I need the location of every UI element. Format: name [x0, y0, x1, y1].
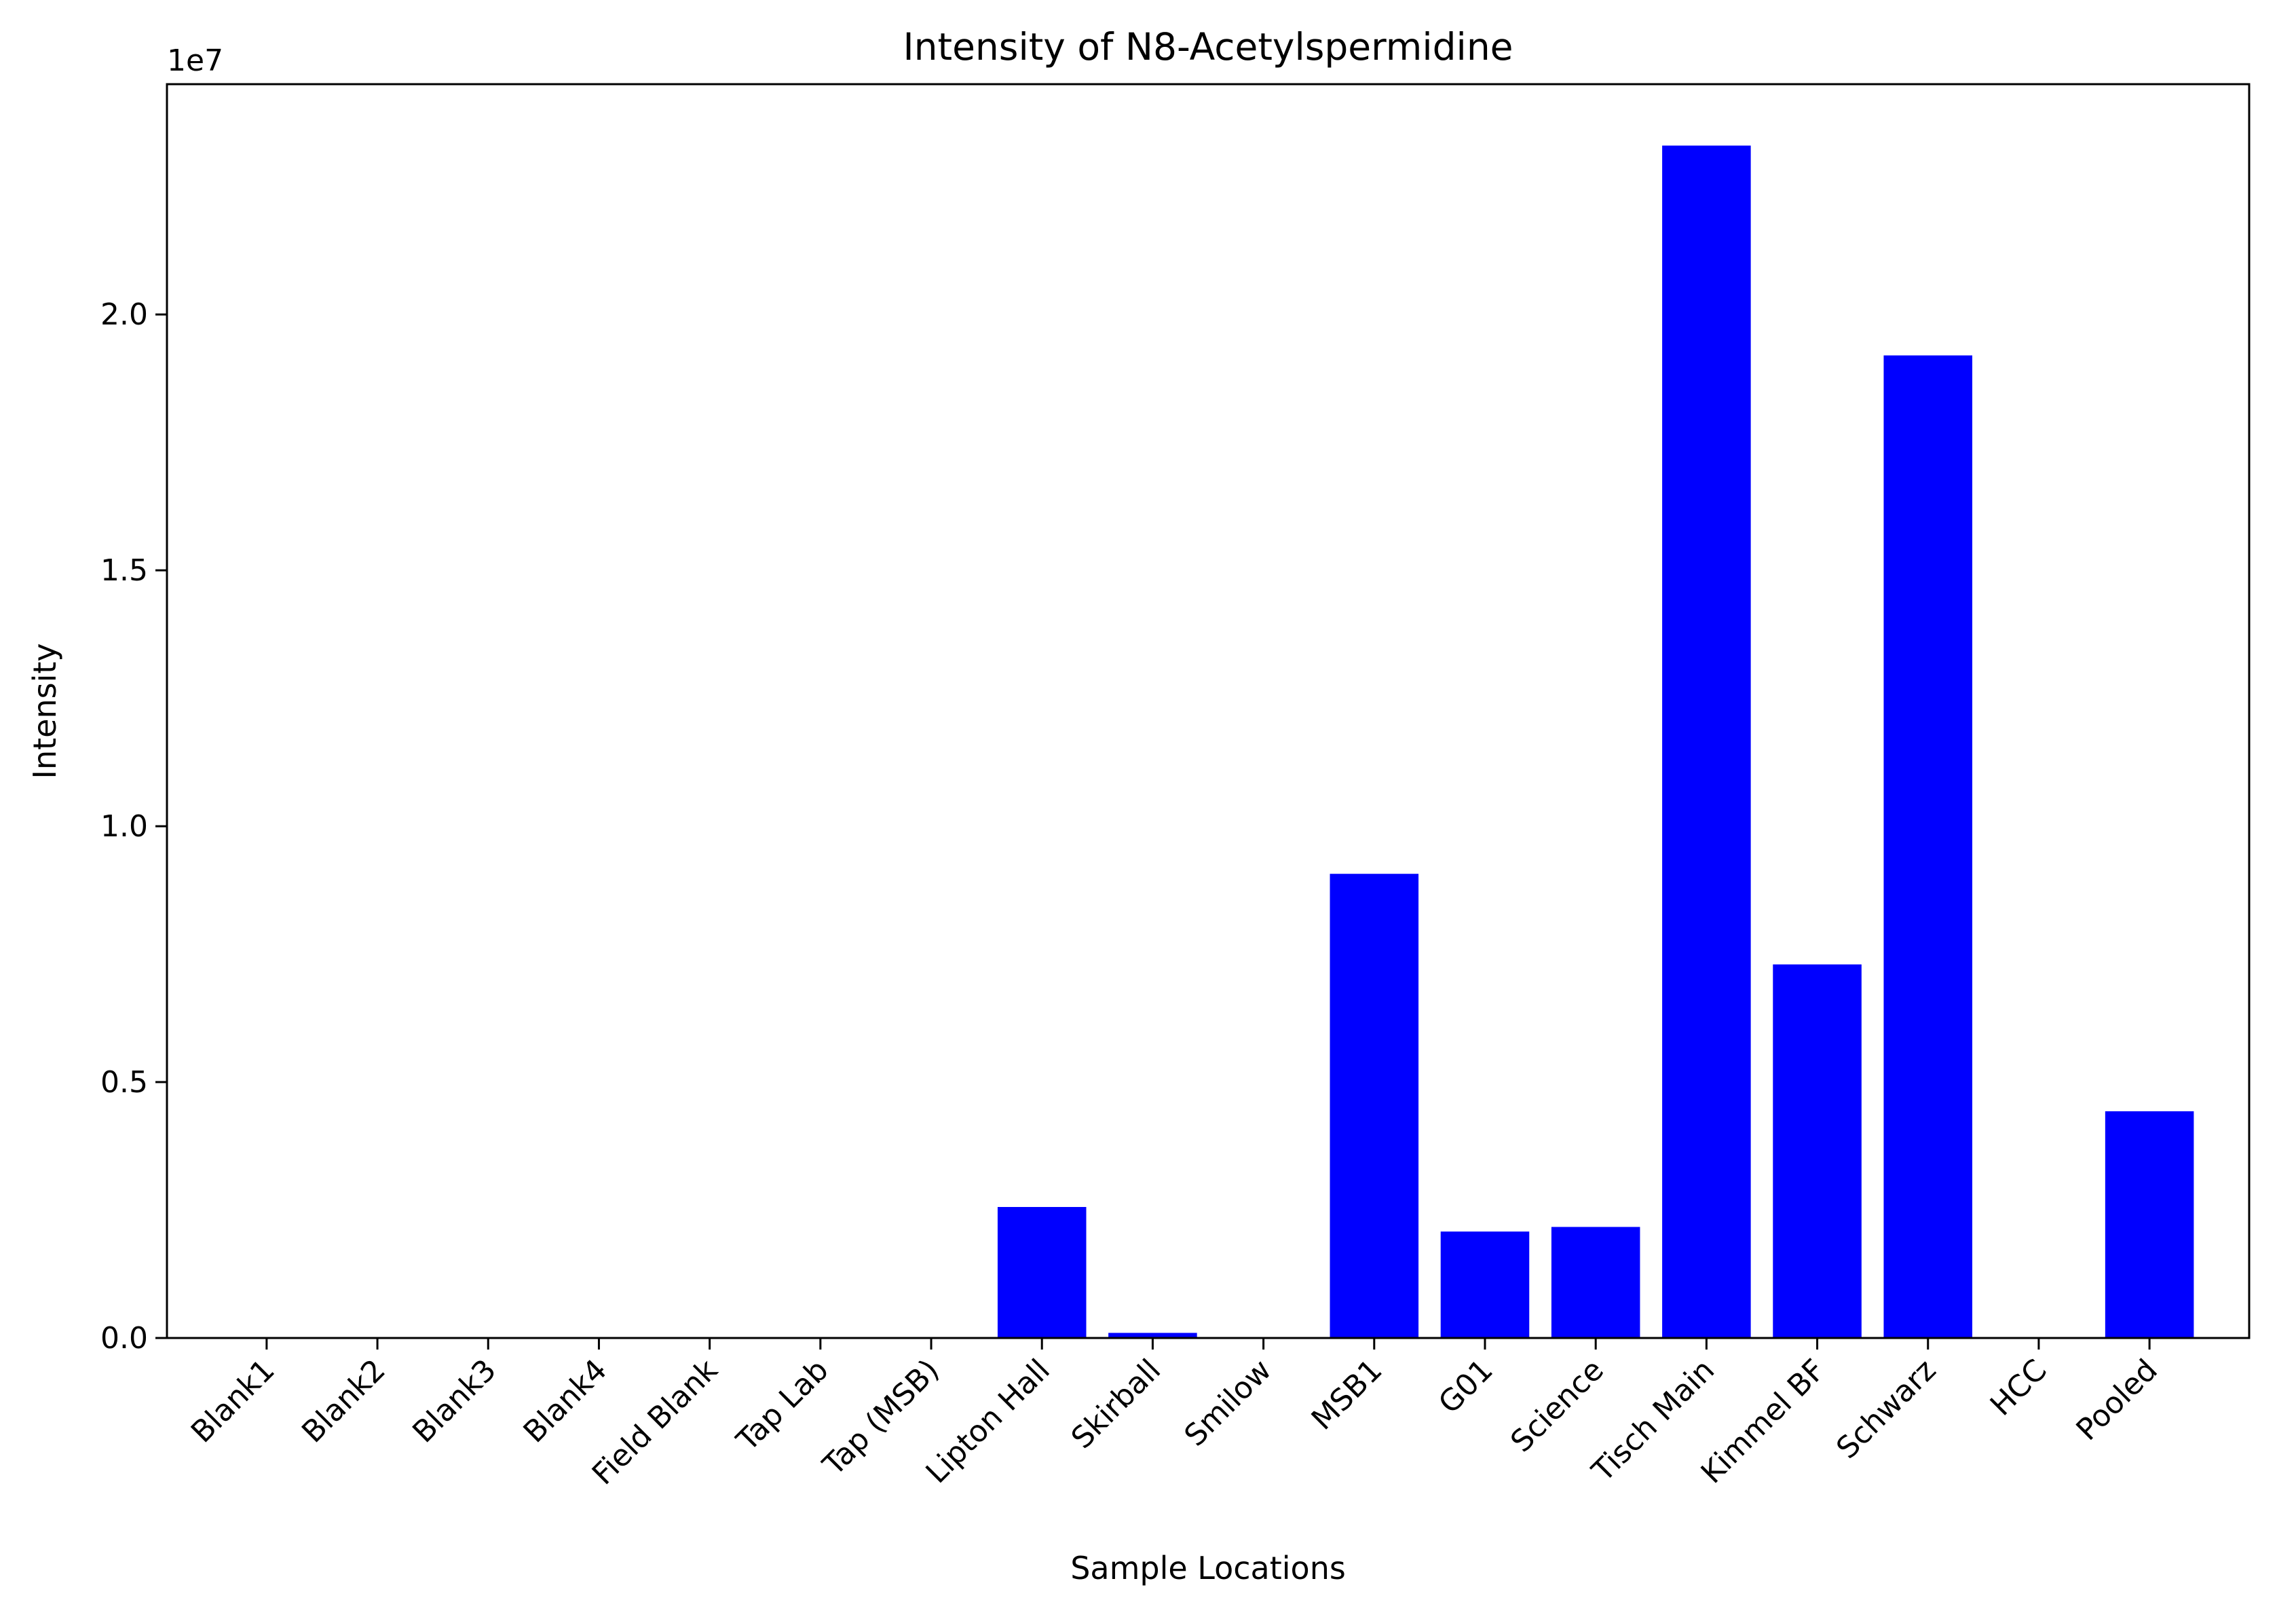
y-axis-offset-label: 1e7: [167, 43, 223, 78]
y-axis-label: Intensity: [26, 643, 63, 779]
x-axis-label: Sample Locations: [1070, 1550, 1346, 1586]
chart-title: Intensity of N8-Acetylspermidine: [903, 25, 1513, 69]
bar-12: [1551, 1227, 1640, 1338]
y-tick-label: 0.0: [100, 1321, 148, 1356]
y-tick-label: 1.0: [100, 809, 148, 844]
y-tick-label: 2.0: [100, 297, 148, 332]
bar-14: [1773, 964, 1862, 1338]
bar-7: [997, 1207, 1087, 1338]
bars-group: [997, 145, 2194, 1338]
plot-frame: [166, 83, 2251, 1339]
y-tick-label: 0.5: [100, 1065, 148, 1100]
bar-13: [1662, 145, 1751, 1338]
y-axis-ticks: 0.0 0.5 1.0 1.5 2.0: [100, 297, 167, 1356]
bar-15: [1883, 355, 1973, 1338]
bar-10: [1330, 874, 1419, 1338]
y-tick-label: 1.5: [100, 553, 148, 588]
bar-11: [1440, 1231, 1530, 1338]
bar-8: [1108, 1333, 1197, 1338]
bar-17: [2105, 1111, 2194, 1338]
